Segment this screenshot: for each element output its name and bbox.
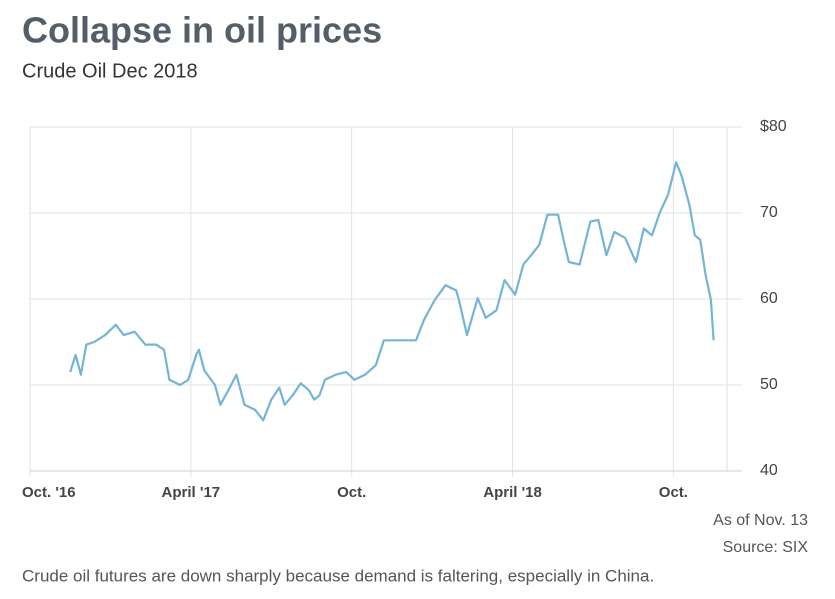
- price-line: [69, 161, 715, 422]
- y-tick-label: 70: [760, 204, 778, 221]
- chart-title: Collapse in oil prices: [22, 10, 382, 51]
- x-tick-label: Oct.: [337, 484, 366, 501]
- y-tick-label: $80: [760, 118, 787, 135]
- y-tick-label: 40: [760, 462, 778, 479]
- chart-subtitle: Crude Oil Dec 2018: [22, 60, 198, 82]
- x-tick-label: April '18: [483, 484, 542, 501]
- x-tick-label: Oct.: [659, 484, 688, 501]
- annotation: As of Nov. 13: [713, 512, 808, 529]
- annotation: Source: SIX: [723, 539, 809, 556]
- x-tick-label: Oct. '16: [22, 484, 76, 501]
- y-tick-label: 60: [760, 290, 778, 307]
- x-tick-label: April '17: [162, 484, 221, 501]
- y-tick-label: 50: [760, 376, 778, 393]
- caption: Crude oil futures are down sharply becau…: [22, 566, 654, 585]
